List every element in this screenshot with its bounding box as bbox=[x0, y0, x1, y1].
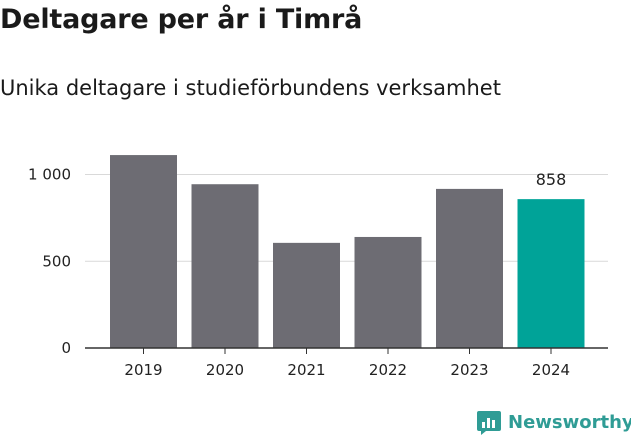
x-tick-label: 2019 bbox=[124, 361, 162, 379]
x-tick-label: 2022 bbox=[369, 361, 407, 379]
bar-2021 bbox=[273, 242, 340, 348]
brand-name: Newsworthy bbox=[508, 411, 631, 433]
chart-title: Deltagare per år i Timrå bbox=[0, 4, 363, 35]
y-tick-label: 1 000 bbox=[28, 166, 71, 184]
bar-2022 bbox=[354, 236, 422, 348]
bar-2020 bbox=[191, 184, 259, 348]
x-tick-label: 2024 bbox=[532, 361, 570, 379]
y-tick-label: 0 bbox=[61, 339, 71, 357]
bar-2019 bbox=[110, 155, 177, 348]
bar-2023 bbox=[436, 188, 503, 348]
data-label: 858 bbox=[536, 170, 567, 189]
x-tick-label: 2023 bbox=[450, 361, 488, 379]
newsworthy-brand: Newsworthy bbox=[476, 409, 631, 435]
newsworthy-logo-icon bbox=[477, 411, 501, 435]
x-tick-label: 2020 bbox=[206, 361, 244, 379]
x-tick-label: 2021 bbox=[287, 361, 325, 379]
y-tick-label: 500 bbox=[42, 252, 71, 270]
chart-subtitle: Unika deltagare i studieförbundens verks… bbox=[0, 76, 501, 100]
bar-2024 bbox=[517, 199, 585, 348]
